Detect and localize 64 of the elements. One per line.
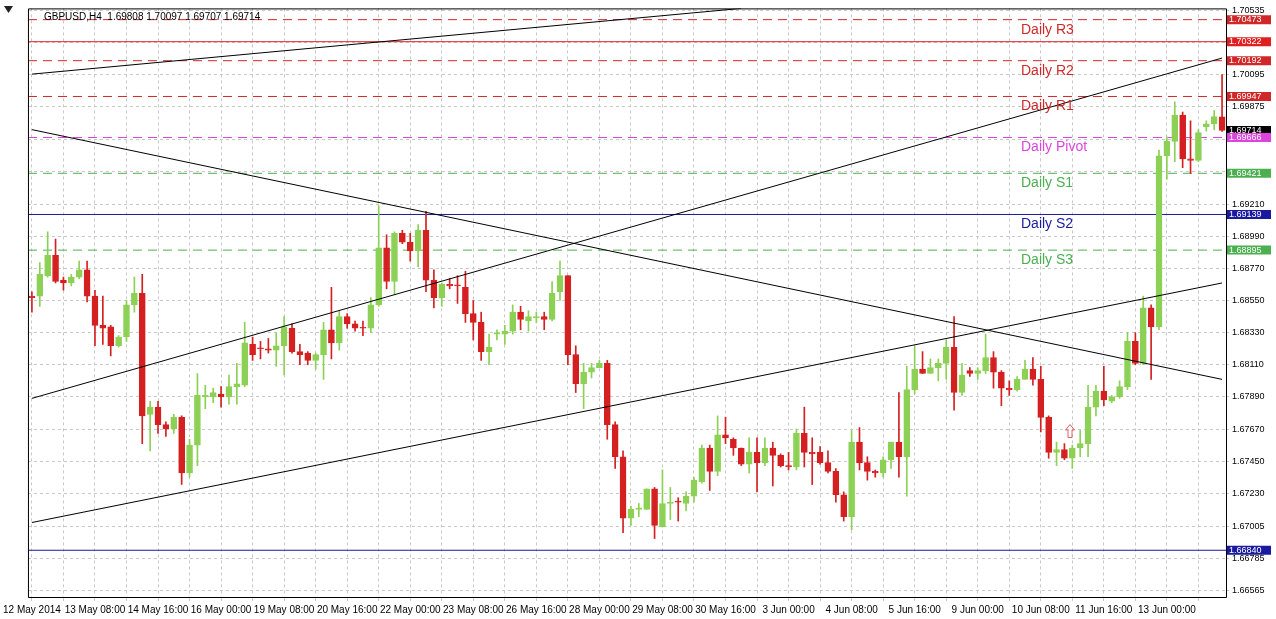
x-tick-label: 23 May 08:00 xyxy=(442,603,505,615)
y-tick-label: 1.67890 xyxy=(1232,391,1265,402)
x-tick-label: 11 Jun 16:00 xyxy=(1075,603,1133,615)
candlestick xyxy=(233,362,241,405)
candlestick xyxy=(493,329,501,341)
x-tick-label: 13 May 08:00 xyxy=(64,603,126,615)
y-tick-label: 1.67230 xyxy=(1232,487,1265,498)
candlestick xyxy=(272,332,280,367)
x-tick-label: 19 May 08:00 xyxy=(253,603,315,615)
text: 1.70473 xyxy=(1229,14,1262,25)
ref-line-label: Daily Pivot xyxy=(1021,138,1088,155)
candlestick xyxy=(540,311,548,331)
x-tick-label: 9 Jun 00:00 xyxy=(951,603,1005,615)
x-tick-label: 14 May 16:00 xyxy=(127,603,189,615)
x-tick-label: 20 May 16:00 xyxy=(316,603,378,615)
text: 1.69139 xyxy=(1229,208,1262,219)
candlestick xyxy=(359,320,367,336)
candlestick xyxy=(296,344,304,366)
y-tick-label: 1.69210 xyxy=(1232,198,1265,209)
x-tick-label: 28 May 00:00 xyxy=(569,603,631,615)
text: 1.69947 xyxy=(1229,90,1262,101)
candlestick xyxy=(1076,430,1084,458)
candlestick xyxy=(469,300,477,341)
x-tick-label: 16 May 00:00 xyxy=(190,603,252,615)
candlestick xyxy=(635,503,643,517)
ref-line-label: Daily S1 xyxy=(1021,174,1074,191)
text: 1.69421 xyxy=(1229,167,1262,178)
y-tick-label: 1.67005 xyxy=(1232,520,1265,531)
text: 1.70192 xyxy=(1229,55,1262,66)
y-tick-label: 1.66565 xyxy=(1232,584,1265,595)
candlestick xyxy=(674,497,682,522)
x-tick-label: 13 Jun 00:00 xyxy=(1137,603,1197,615)
x-tick-label: 3 Jun 00:00 xyxy=(762,603,816,615)
text: 1.70322 xyxy=(1229,36,1262,47)
ref-line-label: Daily R3 xyxy=(1021,20,1075,37)
y-tick-label: 1.68770 xyxy=(1232,262,1265,273)
y-tick-label: 1.69875 xyxy=(1232,101,1265,112)
ref-line-label: Daily S3 xyxy=(1021,250,1074,267)
x-tick-label: 22 May 00:00 xyxy=(379,603,441,615)
y-tick-label: 1.66785 xyxy=(1232,552,1265,563)
x-tick-label: 10 Jun 08:00 xyxy=(1011,603,1071,615)
y-tick-label: 1.68330 xyxy=(1232,327,1265,338)
y-tick-label: 1.70095 xyxy=(1232,69,1265,80)
y-tick-label: 1.67670 xyxy=(1232,423,1265,434)
x-tick-label: 29 May 08:00 xyxy=(632,603,694,615)
y-tick-label: 1.68110 xyxy=(1232,359,1264,370)
ref-line-label: Daily R2 xyxy=(1021,61,1075,78)
candlestick xyxy=(769,441,777,487)
y-tick-label: 1.68990 xyxy=(1232,230,1265,241)
candlestick xyxy=(99,295,107,345)
x-tick-label: 5 Jun 16:00 xyxy=(888,603,942,615)
y-tick-label: 1.68550 xyxy=(1232,294,1265,305)
text: 1.68895 xyxy=(1229,244,1262,255)
candlestick xyxy=(974,367,982,380)
x-tick-label: 4 Jun 08:00 xyxy=(825,603,879,615)
text: 1.66840 xyxy=(1229,544,1262,555)
candlestick xyxy=(934,358,942,382)
y-tick-label: 1.67450 xyxy=(1232,455,1265,466)
y-tick-label: 1.70535 xyxy=(1232,5,1265,16)
ref-line-label: Daily S2 xyxy=(1021,215,1074,232)
candlestick xyxy=(201,384,209,409)
x-tick-label: 30 May 16:00 xyxy=(695,603,757,615)
x-tick-label: 12 May 2014 xyxy=(2,603,62,615)
x-tick-label: 26 May 16:00 xyxy=(506,603,568,615)
